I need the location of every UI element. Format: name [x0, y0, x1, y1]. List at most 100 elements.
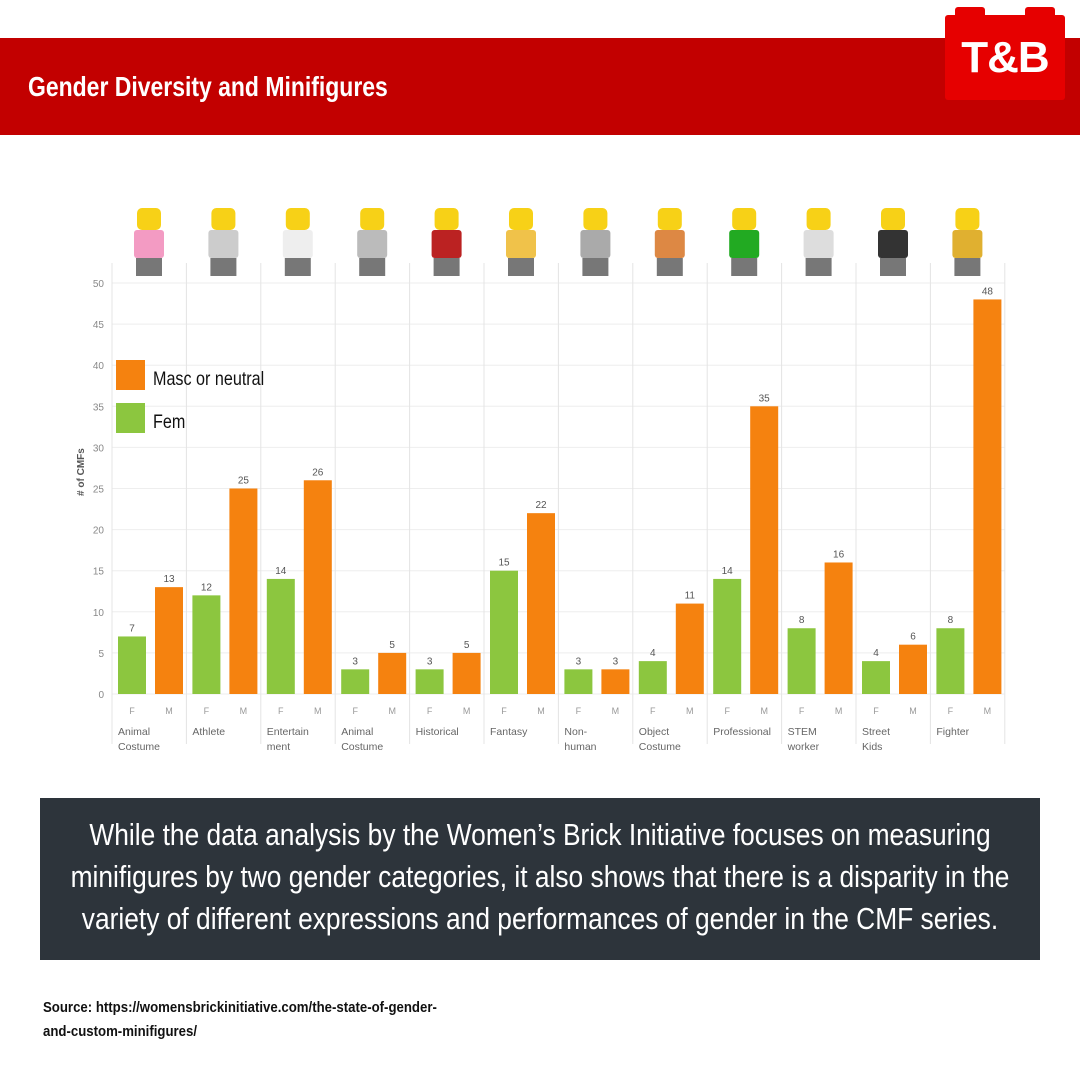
data-label: 16 — [833, 549, 845, 560]
data-label: 3 — [576, 656, 582, 667]
sub-label: M — [537, 706, 545, 716]
sub-label: M — [165, 706, 173, 716]
data-label: 15 — [498, 558, 510, 569]
bar-masc — [527, 513, 555, 694]
header-bar: Gender Diversity and Minifigures — [0, 38, 1080, 135]
data-label: 4 — [650, 648, 656, 659]
category-label: Professional — [713, 726, 771, 738]
minifigure-body-icon — [282, 230, 313, 258]
y-tick-label: 50 — [93, 279, 105, 290]
caption-text: While the data analysis by the Women’s B… — [70, 817, 1010, 936]
sub-label: F — [352, 706, 358, 716]
sub-label: F — [948, 706, 954, 716]
data-label: 48 — [982, 286, 994, 297]
minifigure-body-icon — [506, 230, 536, 258]
sub-label: F — [501, 706, 507, 716]
sub-label: F — [873, 706, 879, 716]
sub-label: M — [686, 706, 694, 716]
minifigure-head-icon — [434, 208, 459, 230]
legend-label: Masc or neutral — [153, 368, 264, 390]
data-label: 4 — [873, 648, 879, 659]
minifigure-head-icon — [583, 208, 608, 230]
sub-label: F — [576, 706, 582, 716]
minifigure-body-icon — [729, 230, 760, 258]
minifigure-head-icon — [881, 208, 905, 230]
bar-masc — [824, 562, 853, 694]
sub-label: M — [612, 706, 620, 716]
sub-label: M — [909, 706, 917, 716]
minifigure-body-icon — [803, 230, 834, 258]
bar-fem — [713, 578, 742, 694]
tb-logo: T&B — [945, 7, 1065, 100]
data-label: 13 — [163, 574, 175, 585]
minifigure-legs-icon — [136, 258, 162, 276]
minifigure-body-icon — [878, 230, 908, 258]
data-label: 35 — [759, 393, 771, 404]
minifigure-body-icon — [654, 230, 685, 258]
category-label: Fighter — [936, 726, 969, 738]
minifigure-head-icon — [732, 208, 757, 230]
bar-fem — [415, 669, 444, 694]
bar-masc — [750, 406, 779, 694]
minifigure-legs-icon — [954, 258, 981, 276]
y-tick-label: 5 — [98, 649, 104, 660]
minifigure-legs-icon — [359, 258, 386, 276]
minifigure-head-icon — [211, 208, 236, 230]
minifigure-legs-icon — [805, 258, 832, 276]
caption-box: While the data analysis by the Women’s B… — [40, 798, 1040, 960]
category-label: Kids — [862, 741, 882, 753]
data-label: 3 — [427, 656, 433, 667]
minifigure-body-icon — [208, 230, 239, 258]
minifigure-head-icon — [657, 208, 682, 230]
minifigure-body-icon — [431, 230, 462, 258]
bar-masc — [229, 488, 258, 694]
data-label: 3 — [613, 656, 619, 667]
minifigure-head-icon — [509, 208, 533, 230]
data-label: 26 — [312, 467, 324, 478]
data-label: 22 — [535, 500, 547, 511]
minifigure-body-icon — [357, 230, 388, 258]
bar-masc — [675, 603, 704, 694]
category-label: worker — [787, 741, 820, 753]
category-label: Fantasy — [490, 726, 528, 738]
legend-label: Fem — [153, 411, 185, 433]
minifigure-body-icon — [952, 230, 983, 258]
legend-swatch — [116, 360, 145, 390]
bar-fem — [118, 636, 146, 694]
bar-fem — [490, 570, 518, 694]
source-text: Source: https://womensbrickinitiative.co… — [43, 999, 437, 1040]
category-label: Historical — [416, 726, 459, 738]
y-tick-label: 25 — [93, 485, 105, 496]
legend-swatch — [116, 403, 145, 433]
data-label: 6 — [910, 632, 916, 643]
bar-masc — [303, 480, 332, 694]
minifigure-body-icon — [134, 230, 164, 258]
sub-label: F — [799, 706, 805, 716]
minifigure-head-icon — [806, 208, 831, 230]
minifigure-legs-icon — [656, 258, 683, 276]
sub-label: F — [650, 706, 656, 716]
minifigure-head-icon — [137, 208, 161, 230]
sub-label: F — [724, 706, 730, 716]
y-tick-label: 40 — [93, 361, 105, 372]
sub-label: M — [463, 706, 471, 716]
bar-masc — [452, 652, 481, 694]
y-tick-label: 30 — [93, 443, 105, 454]
minifigure-legs-icon — [284, 258, 311, 276]
bar-masc — [155, 587, 183, 694]
sub-label: F — [204, 706, 210, 716]
y-tick-label: 35 — [93, 402, 105, 413]
bar-fem — [638, 661, 667, 694]
sub-label: M — [760, 706, 768, 716]
sub-label: M — [240, 706, 248, 716]
y-tick-label: 10 — [93, 608, 105, 619]
data-label: 3 — [352, 656, 358, 667]
minifigure-head-icon — [955, 208, 980, 230]
minifigure-body-icon — [580, 230, 611, 258]
bar-fem — [341, 669, 370, 694]
sub-label: M — [388, 706, 396, 716]
category-label: Costume — [639, 741, 681, 753]
bar-fem — [936, 628, 965, 694]
sub-label: F — [129, 706, 135, 716]
